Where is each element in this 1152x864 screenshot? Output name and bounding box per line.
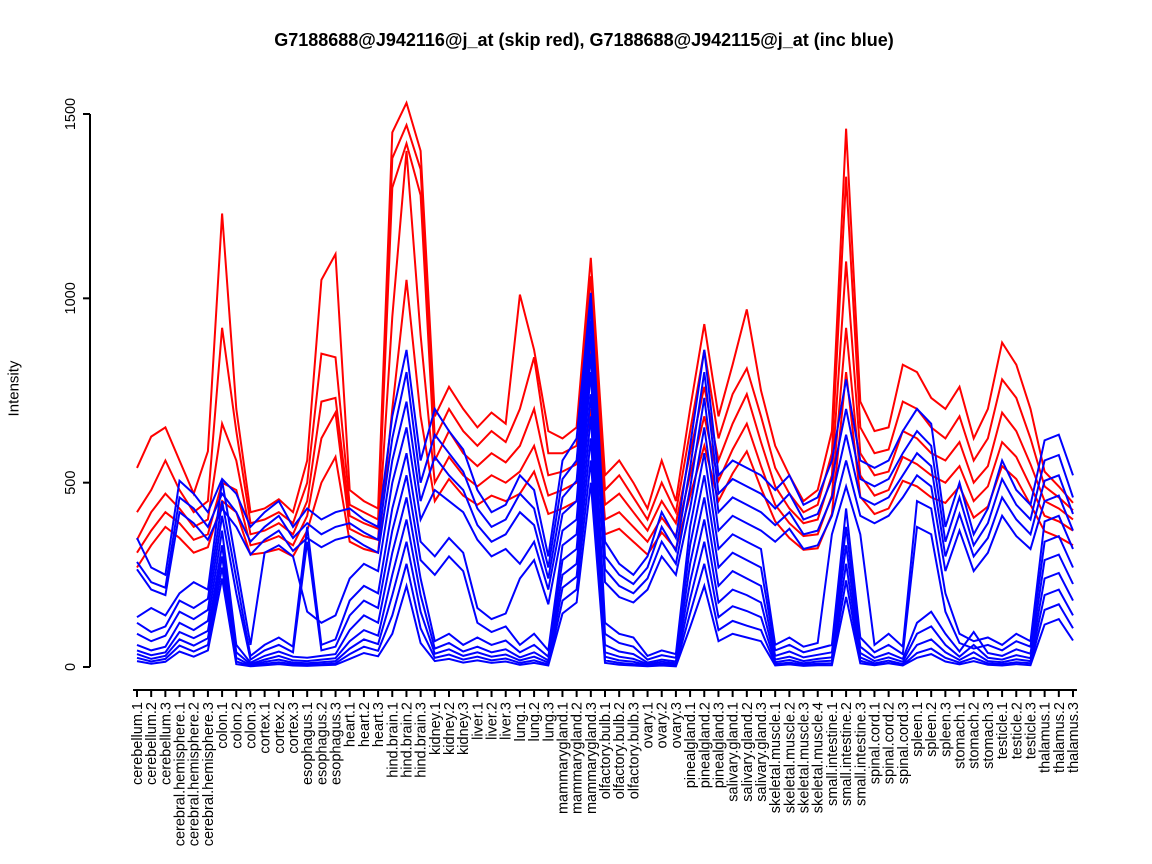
x-tick-label: cerebellum.2 xyxy=(144,702,160,785)
x-tick-label: lung.3 xyxy=(541,702,557,742)
x-tick-label: colon.1 xyxy=(215,702,231,749)
y-tick-label: 0 xyxy=(63,663,79,671)
x-tick-label: ovary.2 xyxy=(655,702,671,748)
x-tick-label: salivary.gland.3 xyxy=(754,702,770,802)
series-line-inc xyxy=(136,482,1074,668)
x-tick-label: colon.2 xyxy=(229,702,245,749)
x-tick-label: colon.3 xyxy=(243,702,259,749)
x-tick-label: hind.brain.3 xyxy=(414,702,430,778)
x-tick-label: kidney.1 xyxy=(428,702,444,755)
x-tick-label: lung.1 xyxy=(513,702,529,742)
x-tick-label: mammarygland.2 xyxy=(570,702,586,814)
x-tick-label: cerebral.hemisphere.1 xyxy=(173,702,189,846)
x-tick-label: thalamus.2 xyxy=(1052,702,1068,773)
x-tick-label: olfactory.bulb.1 xyxy=(598,702,614,799)
x-tick-label: spinal.cord.3 xyxy=(896,702,912,784)
x-tick-label: stomach.2 xyxy=(967,702,983,769)
x-tick-label: testicle.3 xyxy=(1023,702,1039,759)
x-tick-label: kidney.3 xyxy=(456,702,472,755)
x-tick-label: stomach.3 xyxy=(981,702,997,769)
x-tick-label: cortex.1 xyxy=(258,702,274,754)
x-tick-label: esophagus.1 xyxy=(300,702,316,785)
x-tick-label: pinealgland.3 xyxy=(711,702,727,788)
x-tick-label: cortex.2 xyxy=(272,702,288,754)
y-tick-label: 1500 xyxy=(63,98,79,130)
x-tick-label: ovary.1 xyxy=(641,702,657,748)
x-tick-label: esophagus.3 xyxy=(329,702,345,785)
x-tick-label: olfactory.bulb.3 xyxy=(626,702,642,799)
x-tick-label: kidney.2 xyxy=(442,702,458,755)
x-tick-label: stomach.1 xyxy=(953,702,969,769)
x-tick-label: hind.brain.1 xyxy=(385,702,401,778)
x-tick-label: salivary.gland.2 xyxy=(740,702,756,802)
x-tick-label: small.intestine.2 xyxy=(839,702,855,806)
x-tick-label: salivary.gland.1 xyxy=(726,702,742,802)
x-tick-label: cerebellum.3 xyxy=(158,702,174,785)
x-tick-label: cerebral.hemisphere.2 xyxy=(187,702,203,846)
x-tick-label: spleen.1 xyxy=(910,702,926,757)
x-tick-label: mammarygland.1 xyxy=(555,702,571,814)
x-tick-label: esophagus.2 xyxy=(314,702,330,785)
x-tick-label: liver.2 xyxy=(485,702,501,740)
chart-title: G7188688@J942116@j_at (skip red), G71886… xyxy=(274,30,894,50)
x-tick-label: heart.3 xyxy=(371,702,387,747)
x-tick-label: cerebellum.1 xyxy=(130,702,146,785)
x-tick-label: pinealgland.1 xyxy=(683,702,699,788)
x-tick-label: hind.brain.2 xyxy=(399,702,415,778)
x-tick-label: pinealgland.2 xyxy=(697,702,713,788)
x-tick-label: olfactory.bulb.2 xyxy=(612,702,628,799)
x-tick-label: thalamus.1 xyxy=(1038,702,1054,773)
x-tick-label: spleen.3 xyxy=(938,702,954,757)
x-tick-label: testicle.1 xyxy=(995,702,1011,759)
x-tick-label: skeletal.muscle.4 xyxy=(811,702,827,813)
series-line-skip xyxy=(136,139,1074,541)
series-line-inc xyxy=(136,335,1074,646)
x-tick-label: ovary.3 xyxy=(669,702,685,748)
x-tick-label: cortex.3 xyxy=(286,702,302,754)
x-tick-label: lung.2 xyxy=(527,702,543,742)
x-tick-label: thalamus.3 xyxy=(1066,702,1082,773)
x-tick-label: liver.3 xyxy=(499,702,515,740)
x-tick-label: spinal.cord.1 xyxy=(867,702,883,784)
x-tick-label: cerebral.hemisphere.3 xyxy=(201,702,217,846)
x-tick-label: heart.1 xyxy=(343,702,359,747)
x-tick-label: small.intestine.1 xyxy=(825,702,841,806)
x-tick-label: spinal.cord.2 xyxy=(882,702,898,784)
x-tick-label: liver.1 xyxy=(470,702,486,740)
series-line-skip xyxy=(136,150,1074,554)
x-tick-label: skeletal.muscle.2 xyxy=(782,702,798,813)
y-tick-label: 500 xyxy=(63,471,79,495)
x-tick-label: heart.2 xyxy=(357,702,373,747)
x-tick-label: mammarygland.3 xyxy=(584,702,600,814)
y-tick-label: 1000 xyxy=(63,282,79,314)
x-tick-label: skeletal.muscle.1 xyxy=(768,702,784,813)
x-tick-label: testicle.2 xyxy=(1009,702,1025,759)
x-tick-label: skeletal.muscle.3 xyxy=(797,702,813,813)
x-tick-label: small.intestine.3 xyxy=(853,702,869,806)
x-tick-label: spleen.2 xyxy=(924,702,940,757)
